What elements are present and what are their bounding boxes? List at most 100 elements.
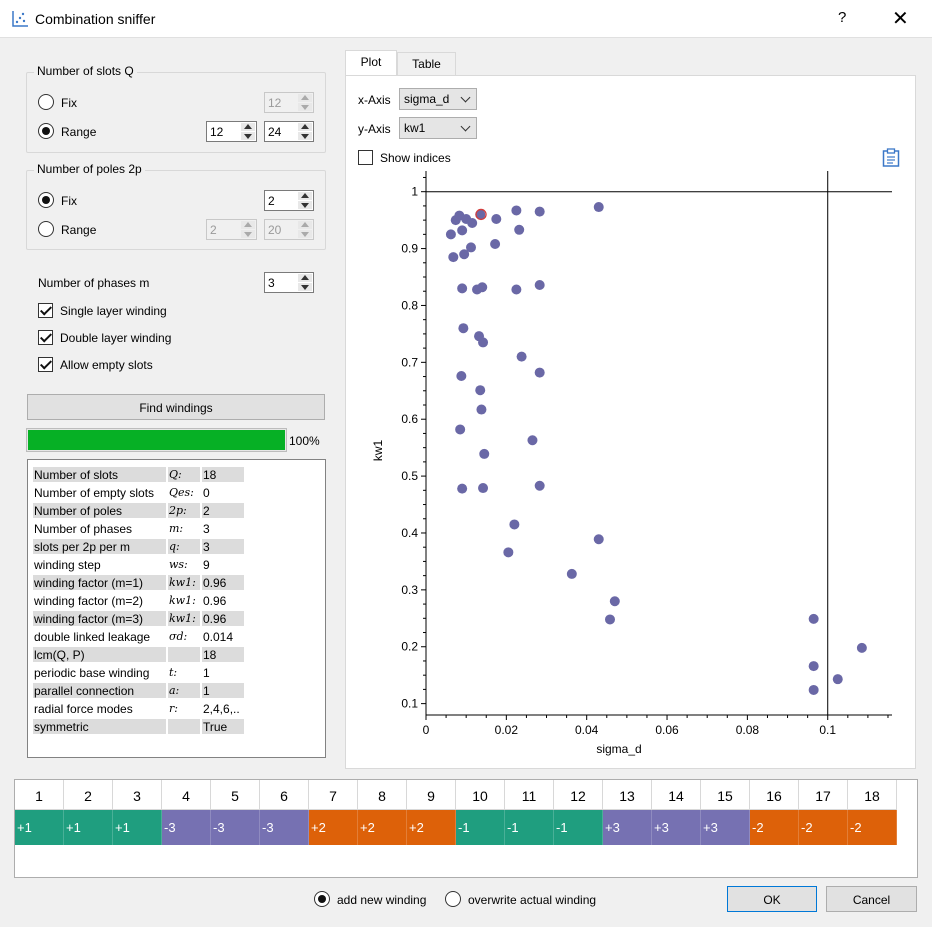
close-button[interactable]: ✕ [892, 8, 909, 30]
overwrite-winding-radio[interactable] [445, 891, 461, 907]
overwrite-winding-label: overwrite actual winding [468, 893, 597, 907]
slot-phase-cell[interactable]: -2 [848, 810, 897, 845]
poles-fix-spinbox[interactable]: 2 [264, 190, 314, 211]
show-indices-checkbox[interactable] [358, 150, 373, 165]
ok-button[interactable]: OK [727, 886, 817, 912]
tab-plot[interactable]: Plot [345, 50, 397, 76]
spin-up-icon[interactable] [298, 274, 312, 282]
scatter-chart: 0 0.02 0.04 0.06 0.08 0.1 0.1 0.2 0.3 0.4 0.5 0.6 0.… [371, 171, 892, 756]
y-axis-select[interactable]: kw1 [399, 117, 477, 139]
y-axis-title: kw1 [371, 440, 385, 462]
poles-fix-radio[interactable] [38, 192, 54, 208]
info-value: 0.014 [203, 630, 234, 644]
data-point [511, 284, 522, 295]
spin-up-icon[interactable] [298, 192, 312, 200]
slots-fix-radio[interactable] [38, 94, 54, 110]
info-label: radial force modes [34, 702, 133, 716]
x-tick-label: 0.1 [819, 723, 836, 737]
spin-up-icon[interactable] [241, 123, 255, 131]
info-row: lcm(Q, P) 18 [33, 647, 244, 662]
find-windings-button[interactable]: Find windings [27, 394, 325, 420]
help-button[interactable]: ? [838, 9, 847, 26]
single-layer-checkbox[interactable] [38, 303, 53, 318]
spin-down-icon[interactable] [298, 103, 312, 111]
data-point [832, 674, 843, 685]
info-value: 0.96 [202, 611, 244, 626]
clipboard-icon[interactable] [882, 148, 900, 167]
spin-down-icon[interactable] [241, 230, 255, 238]
data-point [808, 661, 819, 672]
slot-phase-cell[interactable]: +3 [603, 810, 652, 845]
selected-point-marker [475, 208, 487, 221]
slot-phase-cell[interactable]: -3 [162, 810, 211, 845]
slot-phase-cell[interactable]: -3 [260, 810, 309, 845]
x-tick-label: 0.02 [495, 723, 519, 737]
slot-number: 16 [750, 780, 799, 810]
slot-phase-cell[interactable]: +1 [64, 810, 113, 845]
slot-phase-cell[interactable]: -2 [750, 810, 799, 845]
slot-number: 4 [162, 780, 211, 810]
x-axis-select[interactable]: sigma_d [399, 88, 477, 110]
data-point [479, 448, 490, 459]
y-tick-label: 0.5 [401, 469, 418, 483]
slot-phase-cell[interactable]: +1 [113, 810, 162, 845]
spin-down-icon[interactable] [298, 283, 312, 291]
data-point [465, 242, 476, 253]
slot-phase-cell[interactable]: -2 [799, 810, 848, 845]
slot-phase-cell[interactable]: -1 [554, 810, 603, 845]
slots-range-from-spinbox[interactable]: 12 [206, 121, 257, 142]
slot-number: 10 [456, 780, 505, 810]
poles-range-radio[interactable] [38, 221, 54, 237]
winding-info-panel: Number of slots Q: 18 Number of empty slots… [27, 459, 326, 758]
slot-phase-cell[interactable]: +2 [358, 810, 407, 845]
spin-up-icon[interactable] [298, 123, 312, 131]
data-point [457, 225, 468, 236]
slot-phase-cell[interactable]: -1 [505, 810, 554, 845]
slot-phase-cell[interactable]: -1 [456, 810, 505, 845]
info-value: 0 [203, 486, 210, 500]
spin-down-icon[interactable] [298, 230, 312, 238]
add-new-winding-radio[interactable] [314, 891, 330, 907]
slot-phase-cell[interactable]: +2 [407, 810, 456, 845]
info-row: Number of phases m: 3 [33, 521, 244, 536]
data-point [527, 435, 538, 446]
spin-down-icon[interactable] [241, 132, 255, 140]
info-symbol: ws: [169, 558, 188, 571]
spin-up-icon[interactable] [298, 221, 312, 229]
slot-phase-cell[interactable]: +2 [309, 810, 358, 845]
poles-fix-label: Fix [61, 194, 77, 208]
poles-range-from-spinbox[interactable]: 2 [206, 219, 257, 240]
slots-range-to-spinbox[interactable]: 24 [264, 121, 314, 142]
allow-empty-slots-checkbox[interactable] [38, 357, 53, 372]
y-tick-label: 1 [411, 185, 418, 199]
poles-range-to-spinbox[interactable]: 20 [264, 219, 314, 240]
slot-number: 7 [309, 780, 358, 810]
slot-phase-cell[interactable]: -3 [211, 810, 260, 845]
spin-up-icon[interactable] [241, 221, 255, 229]
info-symbol: q: [168, 539, 200, 554]
spin-down-icon[interactable] [298, 201, 312, 209]
phases-spinbox[interactable]: 3 [264, 272, 314, 293]
y-tick-label: 0.1 [401, 697, 418, 711]
y-tick-label: 0.7 [401, 355, 418, 369]
tab-table[interactable]: Table [397, 52, 456, 75]
slot-phase-cell[interactable]: +3 [701, 810, 750, 845]
spin-up-icon[interactable] [298, 94, 312, 102]
info-value: 3 [203, 522, 210, 536]
poles-group: Number of poles 2p [26, 162, 326, 250]
info-value: 3 [202, 539, 244, 554]
data-point [477, 282, 488, 293]
slots-range-radio[interactable] [38, 123, 54, 139]
show-indices-label: Show indices [380, 151, 451, 165]
slot-phase-cell[interactable]: +3 [652, 810, 701, 845]
progress-text: 100% [289, 434, 320, 448]
data-point [534, 480, 545, 491]
double-layer-checkbox[interactable] [38, 330, 53, 345]
cancel-button[interactable]: Cancel [826, 886, 917, 912]
spin-down-icon[interactable] [298, 132, 312, 140]
slot-phase-cell[interactable]: +1 [15, 810, 64, 845]
info-row: winding factor (m=1) kw1: 0.96 [33, 575, 244, 590]
info-label: parallel connection [33, 683, 166, 698]
slots-fix-spinbox[interactable]: 12 [264, 92, 314, 113]
y-tick-label: 0.4 [401, 526, 418, 540]
